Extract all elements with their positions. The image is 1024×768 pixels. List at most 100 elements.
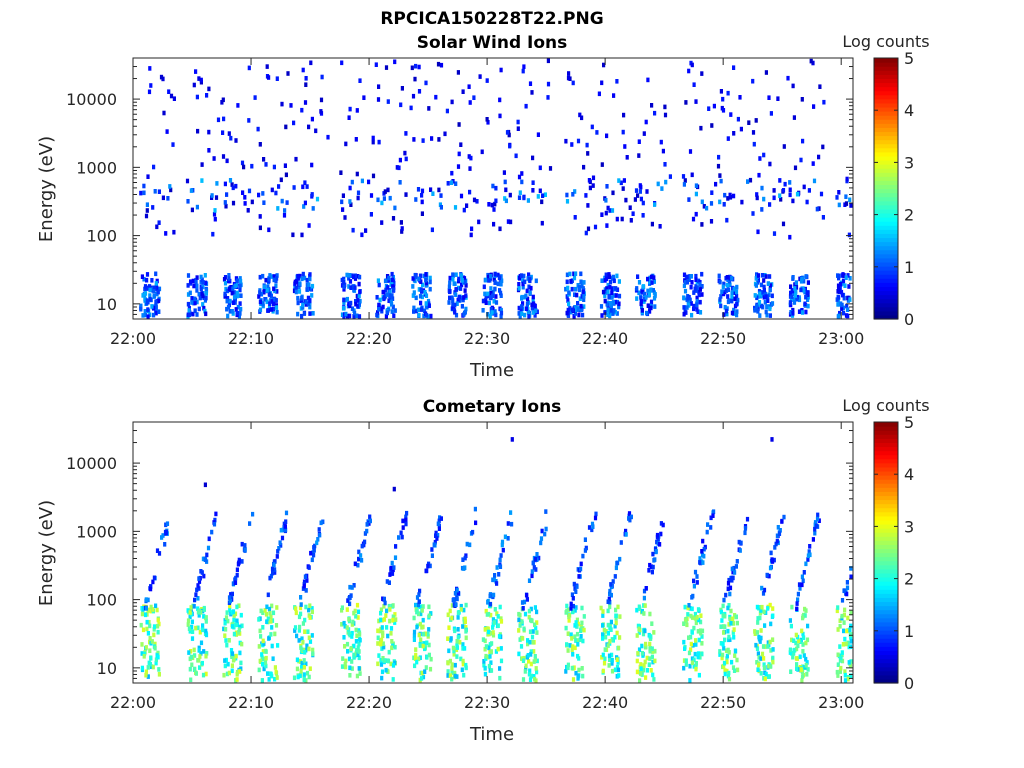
spectrogram-cell	[730, 290, 734, 295]
spectrogram-cell	[390, 293, 394, 298]
spectrogram-cell	[498, 226, 502, 232]
spectrogram-cell	[340, 664, 345, 669]
spectrogram-cell	[529, 673, 533, 679]
spectrogram-cell	[521, 68, 525, 74]
spectrogram-cell	[726, 673, 730, 679]
spectrogram-cell	[721, 603, 725, 609]
spectrogram-cell	[569, 606, 573, 611]
spectrogram-cell	[169, 93, 174, 99]
spectrogram-cell	[356, 562, 360, 568]
spectrogram-cell	[258, 299, 262, 305]
spectrogram-cell	[720, 289, 724, 294]
spectrogram-cell	[641, 631, 646, 637]
spectrogram-cell	[262, 200, 266, 205]
spectrogram-cell	[732, 307, 736, 313]
spectrogram-cell	[838, 281, 843, 287]
spectrogram-cell	[308, 311, 312, 316]
spectrogram-cell	[571, 644, 575, 649]
spectrogram-cell	[164, 522, 168, 528]
spectrogram-cell	[574, 620, 578, 625]
spectrogram-cell	[653, 292, 657, 297]
spectrogram-cell	[604, 210, 608, 216]
spectrogram-cell	[296, 276, 300, 281]
spectrogram-cell	[155, 548, 160, 553]
spectrogram-cell	[540, 220, 544, 226]
spectrogram-cell	[431, 191, 435, 196]
spectrogram-cell	[457, 276, 461, 282]
spectrogram-cell	[719, 294, 723, 299]
cometary-xlabel: Time	[469, 724, 514, 745]
spectrogram-cell	[790, 294, 794, 299]
spectrogram-cell	[412, 309, 416, 314]
spectrogram-cell	[400, 534, 404, 540]
spectrogram-cell	[258, 142, 262, 147]
spectrogram-cell	[459, 273, 464, 278]
spectrogram-cell	[564, 138, 568, 144]
spectrogram-cell	[522, 626, 526, 632]
spectrogram-cell	[649, 299, 654, 305]
spectrogram-cell	[565, 608, 569, 614]
spectrogram-cell	[310, 162, 314, 168]
spectrogram-cell	[503, 196, 507, 201]
spectrogram-cell	[228, 309, 232, 314]
spectrogram-cell	[199, 286, 203, 292]
spectrogram-cell	[710, 123, 714, 128]
spectrogram-cell	[350, 666, 354, 671]
spectrogram-cell	[303, 629, 307, 634]
spectrogram-cell	[393, 555, 398, 560]
spectrogram-cell	[509, 510, 513, 515]
colorbar-segment	[874, 208, 898, 214]
spectrogram-cell	[470, 226, 474, 232]
spectrogram-cell	[164, 529, 168, 535]
spectrogram-cell	[456, 615, 460, 620]
spectrogram-cell	[307, 674, 311, 680]
colorbar-tick-label: 4	[904, 101, 914, 120]
spectrogram-cell	[767, 573, 771, 579]
spectrogram-cell	[194, 671, 198, 676]
colorbar-segment	[874, 212, 898, 218]
spectrogram-cell	[343, 624, 347, 629]
colorbar-segment	[874, 581, 898, 586]
spectrogram-cell	[270, 187, 274, 193]
spectrogram-cell	[717, 273, 721, 279]
spectrogram-cell	[235, 572, 239, 578]
spectrogram-cell	[355, 293, 359, 299]
spectrogram-cell	[763, 291, 767, 297]
spectrogram-cell	[637, 290, 641, 296]
spectrogram-cell	[579, 561, 583, 567]
spectrogram-cell	[387, 278, 391, 283]
spectrogram-cell	[508, 143, 512, 149]
spectrogram-cell	[421, 643, 425, 649]
spectrogram-cell	[446, 673, 450, 678]
x-tick-label: 22:30	[464, 329, 510, 348]
spectrogram-cell	[635, 286, 639, 291]
colorbar-segment	[874, 507, 898, 513]
spectrogram-cell	[284, 124, 288, 130]
spectrogram-cell	[393, 612, 397, 617]
spectrogram-cell	[230, 309, 234, 314]
spectrogram-cell	[694, 642, 698, 647]
spectrogram-cell	[759, 628, 763, 633]
spectrogram-cell	[738, 95, 742, 100]
spectrogram-cell	[428, 666, 433, 672]
spectrogram-cell	[566, 75, 571, 81]
spectrogram-cell	[771, 655, 775, 661]
spectrogram-cell	[727, 634, 731, 640]
spectrogram-cell	[485, 117, 489, 122]
spectrogram-cell	[235, 618, 239, 624]
spectrogram-cell	[382, 289, 386, 295]
spectrogram-cell	[386, 285, 390, 290]
colorbar-segment	[874, 314, 898, 320]
spectrogram-cell	[388, 607, 392, 612]
spectrogram-cell	[352, 274, 356, 280]
spectrogram-cell	[685, 305, 689, 310]
spectrogram-cell	[233, 300, 237, 305]
spectrogram-cell	[540, 528, 544, 534]
spectrogram-cell	[156, 650, 160, 656]
spectrogram-cell	[340, 199, 344, 205]
spectrogram-cell	[566, 307, 570, 313]
spectrogram-cell	[709, 515, 713, 521]
spectrogram-cell	[144, 645, 148, 650]
spectrogram-cell	[225, 158, 229, 164]
spectrogram-cell	[197, 658, 201, 663]
